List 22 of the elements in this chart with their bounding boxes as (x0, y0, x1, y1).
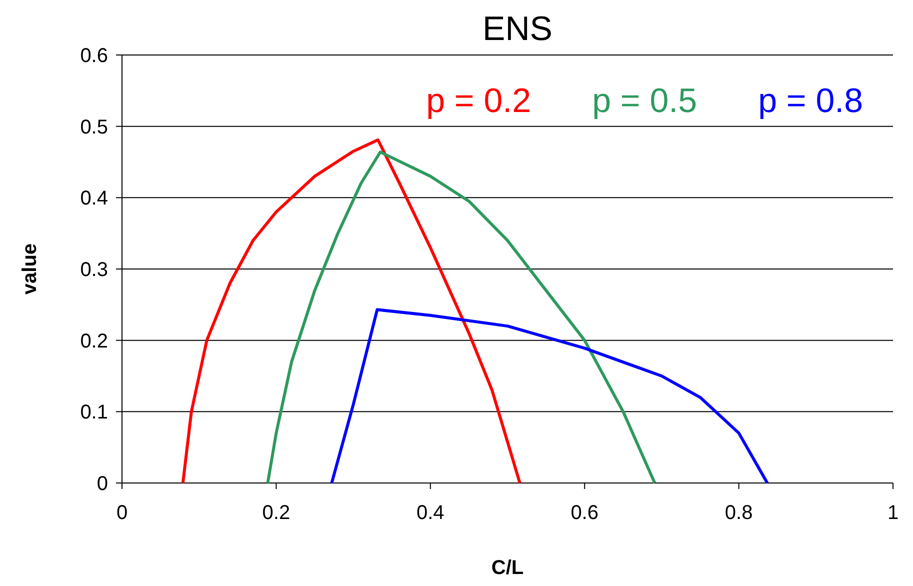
x-tick-label: 0.6 (570, 502, 599, 524)
x-tick-label: 1 (887, 502, 899, 524)
x-axis-title: C/L (491, 557, 524, 579)
x-tick-label: 0.4 (416, 502, 444, 524)
y-tick-label: 0.5 (80, 116, 108, 138)
y-tick-label: 0.3 (80, 259, 108, 281)
line-series (330, 308, 769, 484)
y-tick-label: 0.2 (80, 330, 108, 352)
y-tick-label: 0.1 (80, 402, 108, 424)
text: p = 0.8 (758, 82, 863, 120)
line-series (266, 150, 656, 484)
x-tick-label: 0.8 (724, 502, 753, 524)
text: p = 0.5 (592, 82, 697, 120)
series-label: p = 0.2 (426, 82, 531, 120)
x-tick-label: 0 (116, 502, 128, 524)
line-series (181, 138, 522, 484)
y-tick-label: 0.6 (80, 45, 108, 67)
x-tick-label: 0.2 (262, 502, 290, 524)
chart-title: ENS (482, 10, 552, 48)
y-tick-label: 0.4 (80, 188, 108, 210)
y-axis-title: value (19, 243, 41, 295)
y-tick-label: 0 (96, 473, 108, 495)
